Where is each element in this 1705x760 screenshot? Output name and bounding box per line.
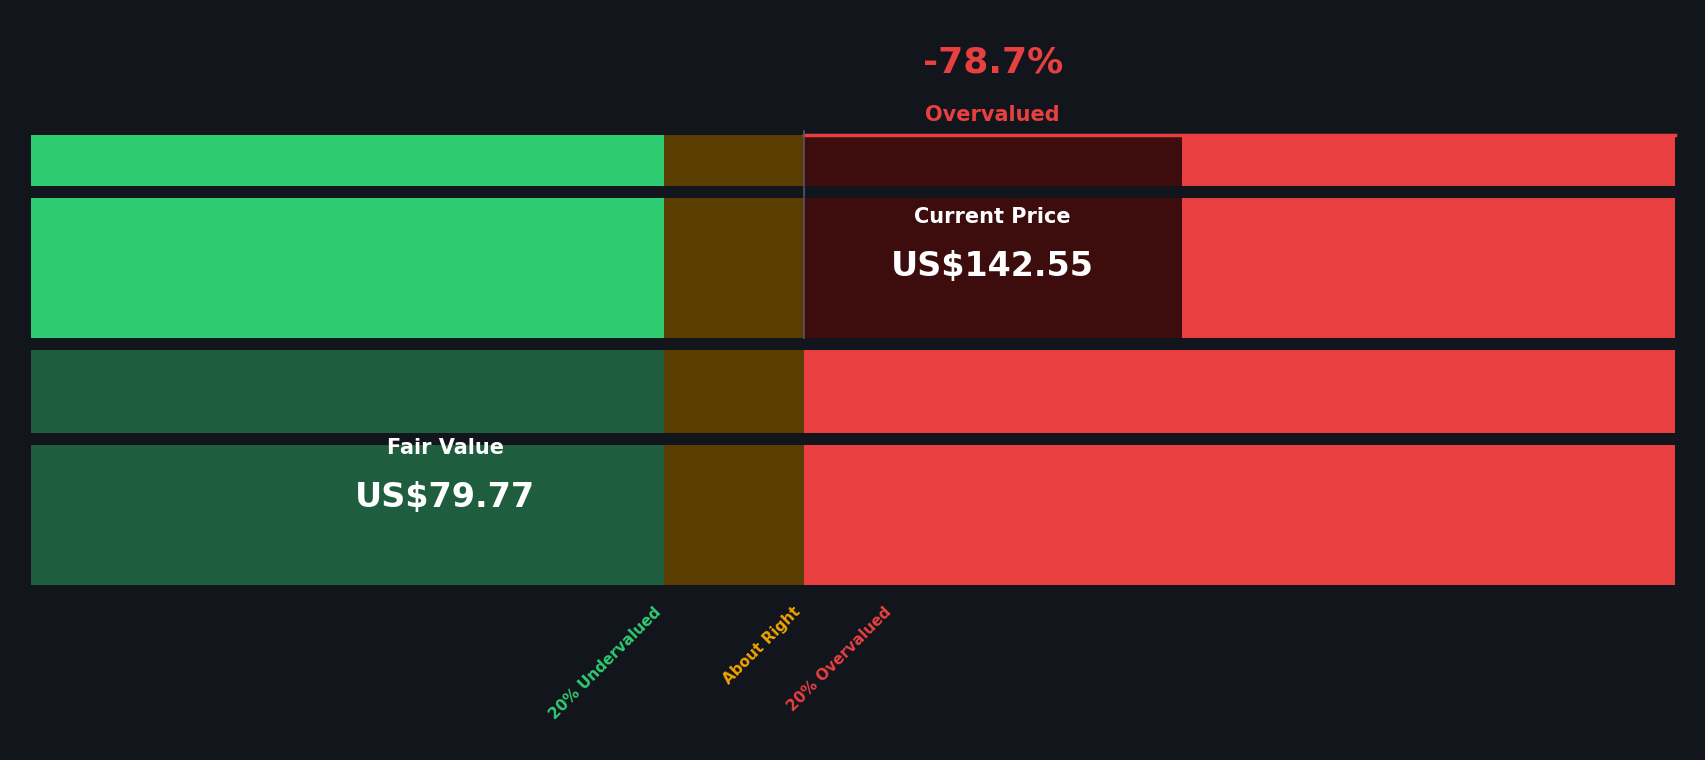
Bar <box>663 135 803 186</box>
Text: 20% Undervalued: 20% Undervalued <box>546 604 663 722</box>
Bar <box>803 198 1674 338</box>
Bar <box>663 198 803 338</box>
Text: Current Price: Current Price <box>914 207 1071 227</box>
Bar <box>663 350 803 433</box>
Bar <box>803 350 1674 433</box>
Bar <box>803 445 1674 585</box>
Bar <box>31 198 663 338</box>
Bar <box>31 350 663 433</box>
Text: Overvalued: Overvalued <box>924 106 1059 125</box>
Bar <box>31 445 663 585</box>
Bar <box>803 198 1182 338</box>
Text: About Right: About Right <box>720 604 803 687</box>
Text: US$142.55: US$142.55 <box>890 250 1093 283</box>
Text: US$79.77: US$79.77 <box>355 481 535 515</box>
Bar <box>663 350 803 433</box>
Bar <box>663 135 803 186</box>
Bar <box>31 350 663 433</box>
Bar <box>663 198 803 338</box>
Text: -78.7%: -78.7% <box>922 46 1062 80</box>
Bar <box>31 135 663 186</box>
Bar <box>803 135 1674 186</box>
Bar <box>663 445 803 585</box>
Bar <box>803 135 1182 186</box>
Text: Fair Value: Fair Value <box>387 439 503 458</box>
Bar <box>31 445 663 585</box>
Bar <box>663 445 803 585</box>
Text: 20% Overvalued: 20% Overvalued <box>784 604 893 714</box>
